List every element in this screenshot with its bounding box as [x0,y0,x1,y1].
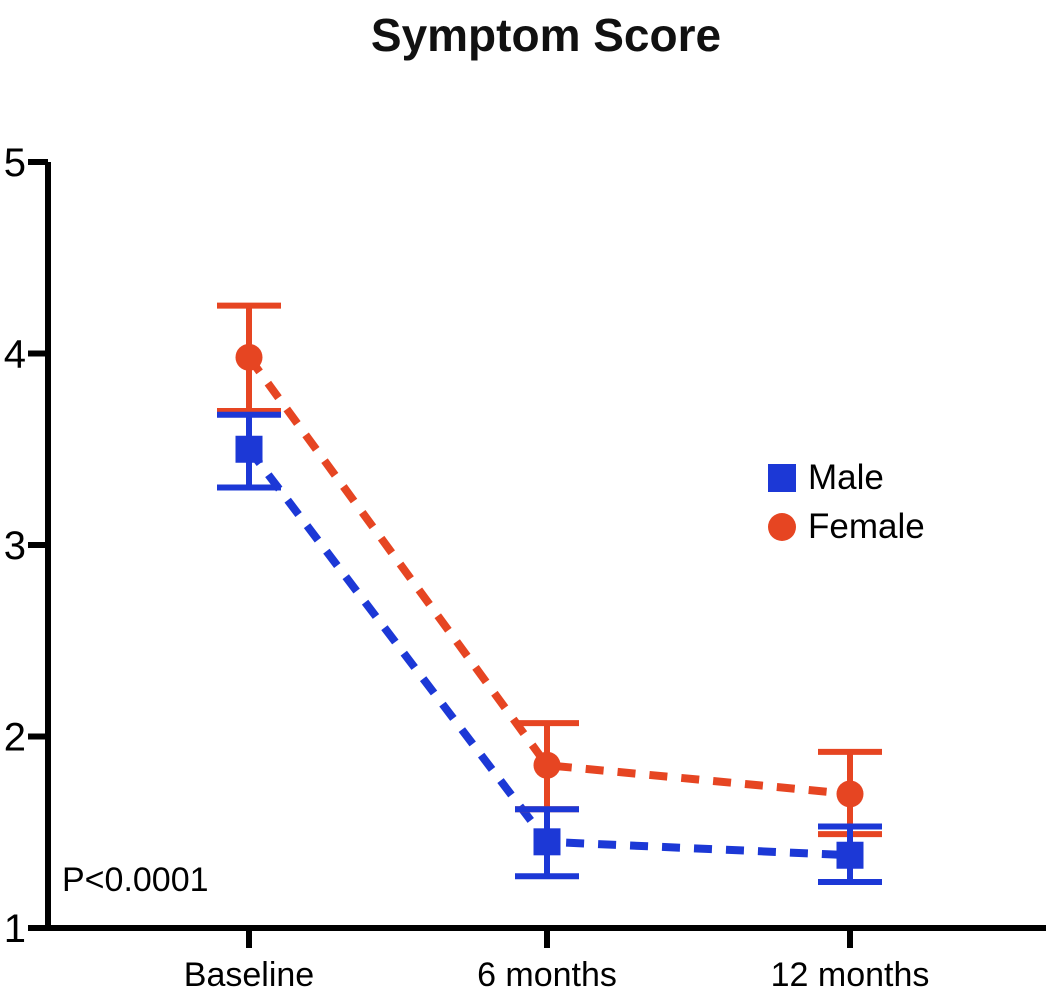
y-tick-label: 3 [4,524,26,568]
y-tick-label: 2 [4,716,26,760]
female-marker [836,780,864,808]
female-marker [533,751,561,779]
y-tick-label: 4 [4,333,26,377]
female-circle-marker-icon [768,513,796,541]
legend: Male Female [768,458,925,547]
y-tick-label: 5 [4,141,26,185]
legend-item-female: Female [768,507,925,547]
male-marker [235,435,263,463]
x-tick-label: 12 months [771,956,930,994]
legend-label-male: Male [808,458,884,497]
female-marker [235,343,263,371]
male-marker [836,841,864,869]
legend-item-male: Male [768,458,925,498]
female-series-line [245,354,851,798]
p-value-annotation: P<0.0001 [62,861,209,899]
legend-label-female: Female [808,507,925,546]
male-square-marker-icon [768,464,796,492]
male-marker [533,828,561,856]
x-tick-label: Baseline [184,956,314,994]
chart-title: Symptom Score [370,9,722,61]
y-tick-label: 1 [4,907,26,951]
x-tick-label: 6 months [477,956,617,994]
